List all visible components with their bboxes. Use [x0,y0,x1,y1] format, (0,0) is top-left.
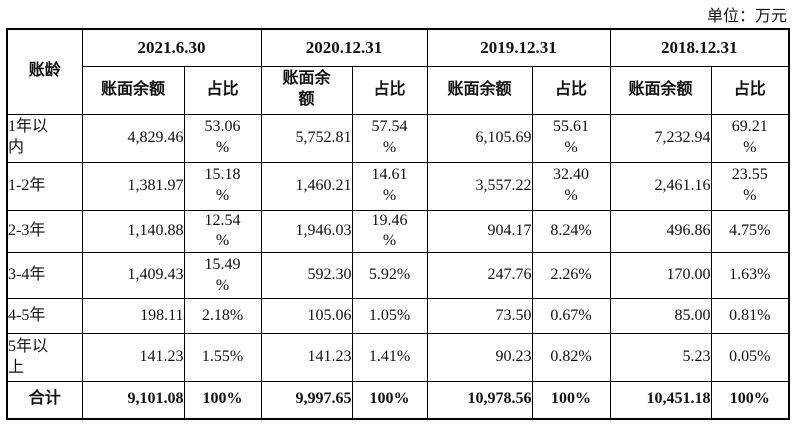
col-header-aging: 账龄 [6,28,83,115]
balance-cell: 496.86 [609,209,712,254]
ratio-cell: 23.55 % [710,161,790,211]
balance-cell: 105.06 [260,298,353,335]
ratio-cell: 14.61 % [351,161,428,211]
col-header-ratio-2020: 占比 [351,65,428,115]
balance-cell: 3,557.22 [426,161,533,211]
ratio-cell: 69.21 % [710,113,790,163]
total-row: 合计 9,101.08 100% 9,997.65 100% 10,978.56… [6,381,790,420]
balance-cell: 9,101.08 [81,381,185,420]
aging-analysis-table: 账龄 2021.6.30 2020.12.31 2019.12.31 2018.… [6,28,790,420]
balance-cell: 5.23 [609,333,712,383]
balance-cell: 141.23 [81,333,185,383]
col-group-2020-12-31: 2020.12.31 [260,28,428,67]
balance-cell: 141.23 [260,333,353,383]
table-row: 5年以 上 141.23 1.55% 141.23 1.41% 90.23 0.… [6,333,790,383]
balance-cell: 2,461.16 [609,161,712,211]
ratio-cell: 5.92% [351,252,428,300]
balance-cell: 10,451.18 [609,381,712,420]
row-label: 1年以 内 [6,113,83,163]
balance-cell: 73.50 [426,298,533,335]
ratio-cell: 1.55% [183,333,262,383]
balance-cell: 247.76 [426,252,533,300]
ratio-cell: 100% [710,381,790,420]
col-group-2021-06-30: 2021.6.30 [81,28,262,67]
balance-cell: 7,232.94 [609,113,712,163]
row-label: 1-2年 [6,161,83,211]
balance-cell: 10,978.56 [426,381,533,420]
balance-cell: 170.00 [609,252,712,300]
total-label: 合计 [6,381,83,420]
ratio-cell: 0.05% [710,333,790,383]
balance-cell: 90.23 [426,333,533,383]
col-header-balance-2018: 账面余额 [609,65,712,115]
balance-cell: 85.00 [609,298,712,335]
ratio-cell: 57.54 % [351,113,428,163]
col-group-2019-12-31: 2019.12.31 [426,28,611,67]
ratio-cell: 8.24% [531,209,611,254]
balance-cell: 198.11 [81,298,185,335]
ratio-cell: 100% [531,381,611,420]
ratio-cell: 55.61 % [531,113,611,163]
unit-label: 单位：万元 [706,8,787,25]
row-label: 3-4年 [6,252,83,300]
balance-cell: 1,381.97 [81,161,185,211]
balance-cell: 9,997.65 [260,381,353,420]
table-row: 3-4年 1,409.43 15.49 % 592.30 5.92% 247.7… [6,252,790,300]
ratio-cell: 100% [351,381,428,420]
table-row: 1-2年 1,381.97 15.18 % 1,460.21 14.61 % 3… [6,161,790,211]
ratio-cell: 1.63% [710,252,790,300]
col-header-ratio-2018: 占比 [710,65,790,115]
balance-cell: 592.30 [260,252,353,300]
ratio-cell: 19.46 % [351,209,428,254]
balance-cell: 1,409.43 [81,252,185,300]
ratio-cell: 0.82% [531,333,611,383]
ratio-cell: 32.40 % [531,161,611,211]
balance-cell: 1,140.88 [81,209,185,254]
col-header-balance-2021: 账面余额 [81,65,185,115]
table-row: 1年以 内 4,829.46 53.06 % 5,752.81 57.54 % … [6,113,790,163]
balance-cell: 1,460.21 [260,161,353,211]
balance-cell: 904.17 [426,209,533,254]
ratio-cell: 1.41% [351,333,428,383]
col-group-2018-12-31: 2018.12.31 [609,28,790,67]
ratio-cell: 0.67% [531,298,611,335]
col-header-balance-2019: 账面余额 [426,65,533,115]
col-header-balance-2020: 账面余 额 [260,65,353,115]
row-label: 2-3年 [6,209,83,254]
ratio-cell: 4.75% [710,209,790,254]
table-row: 2-3年 1,140.88 12.54 % 1,946.03 19.46 % 9… [6,209,790,254]
balance-cell: 1,946.03 [260,209,353,254]
ratio-cell: 15.49 % [183,252,262,300]
table-row: 4-5年 198.11 2.18% 105.06 1.05% 73.50 0.6… [6,298,790,335]
ratio-cell: 12.54 % [183,209,262,254]
balance-cell: 5,752.81 [260,113,353,163]
ratio-cell: 1.05% [351,298,428,335]
ratio-cell: 53.06 % [183,113,262,163]
col-header-ratio-2019: 占比 [531,65,611,115]
ratio-cell: 2.18% [183,298,262,335]
ratio-cell: 100% [183,381,262,420]
ratio-cell: 15.18 % [183,161,262,211]
ratio-cell: 2.26% [531,252,611,300]
balance-cell: 4,829.46 [81,113,185,163]
balance-cell: 6,105.69 [426,113,533,163]
row-label: 4-5年 [6,298,83,335]
ratio-cell: 0.81% [710,298,790,335]
col-header-ratio-2021: 占比 [183,65,262,115]
row-label: 5年以 上 [6,333,83,383]
